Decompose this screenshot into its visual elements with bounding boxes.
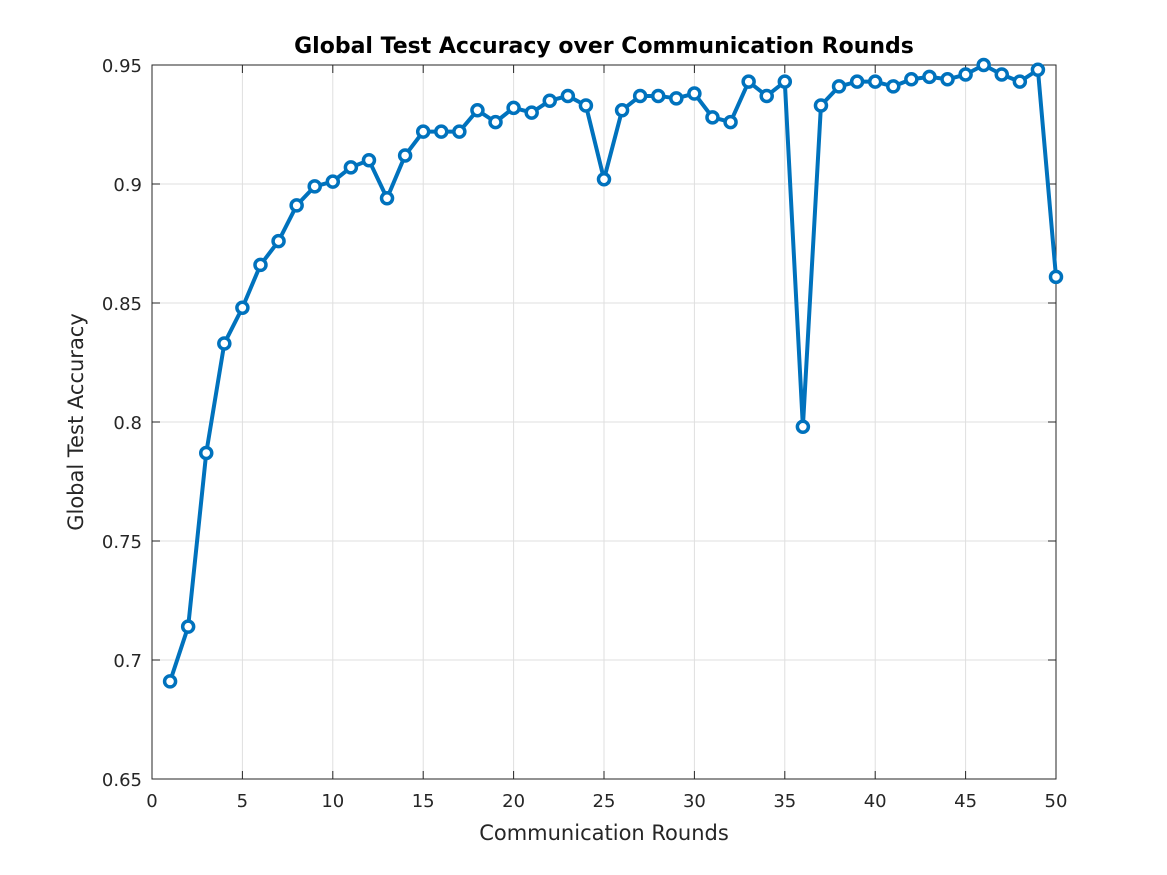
- data-point: [849, 74, 865, 89]
- x-tick-label: 5: [237, 791, 248, 812]
- data-point: [198, 445, 214, 461]
- x-tick-label: 30: [683, 791, 706, 812]
- data-point: [922, 69, 937, 85]
- data-series: [162, 57, 1064, 689]
- data-point: [1030, 62, 1046, 78]
- x-tick-label: 50: [1045, 791, 1068, 812]
- data-point: [1048, 269, 1064, 285]
- data-point: [976, 57, 991, 73]
- y-tick-label: 0.8: [113, 413, 142, 434]
- y-tick-label: 0.75: [102, 532, 142, 553]
- data-point: [904, 72, 919, 87]
- data-point: [560, 88, 576, 104]
- data-point: [723, 114, 738, 130]
- x-tick-label: 15: [412, 791, 435, 812]
- x-tick-label: 40: [864, 791, 887, 812]
- data-point: [831, 79, 847, 94]
- data-point: [217, 336, 232, 351]
- data-point: [470, 102, 485, 118]
- chart-title: Global Test Accuracy over Communication …: [294, 34, 914, 59]
- data-point: [506, 100, 521, 116]
- data-point: [325, 174, 341, 189]
- x-tick-label: 25: [593, 791, 616, 812]
- data-point: [415, 124, 431, 139]
- data-point: [488, 114, 503, 130]
- data-point: [669, 91, 684, 106]
- data-point: [940, 72, 955, 87]
- data-point: [958, 67, 973, 82]
- y-tick-label: 0.95: [102, 56, 142, 77]
- data-point: [813, 98, 829, 113]
- data-point: [596, 171, 612, 187]
- data-point: [578, 98, 594, 113]
- data-point: [614, 102, 630, 118]
- axis-ticks: 0 5 10 15 20 25 30 35 40 45 50 0.65 0.7 0.75 0.8 0.85 0.…: [102, 56, 1068, 812]
- x-tick-label: 45: [954, 791, 977, 812]
- y-tick-label: 0.7: [113, 651, 142, 672]
- data-point: [397, 148, 413, 163]
- data-point: [759, 88, 774, 104]
- x-tick-label: 20: [502, 791, 525, 812]
- data-point: [343, 160, 359, 175]
- data-point: [235, 300, 250, 316]
- data-point: [180, 619, 196, 634]
- x-tick-label: 10: [321, 791, 344, 812]
- data-point: [777, 74, 793, 89]
- data-point: [795, 419, 811, 435]
- data-point: [307, 179, 322, 194]
- data-point: [452, 124, 467, 139]
- data-point: [434, 124, 449, 139]
- data-point: [253, 257, 268, 273]
- x-axis-label: Communication Rounds: [479, 821, 729, 845]
- y-tick-label: 0.85: [102, 294, 142, 315]
- x-tick-label: 0: [146, 791, 157, 812]
- data-point: [994, 67, 1010, 82]
- x-tick-label: 35: [773, 791, 796, 812]
- y-tick-label: 0.9: [113, 175, 142, 196]
- data-point: [271, 233, 286, 249]
- data-point: [1012, 74, 1028, 89]
- data-point: [886, 79, 901, 94]
- data-point: [650, 88, 666, 104]
- data-point: [632, 88, 648, 104]
- data-point: [867, 74, 883, 89]
- data-point: [687, 86, 702, 101]
- data-point: [542, 93, 558, 108]
- data-point: [289, 198, 304, 213]
- y-tick-label: 0.65: [102, 770, 142, 791]
- data-point: [524, 105, 539, 120]
- data-point: [162, 674, 178, 689]
- data-point: [741, 74, 756, 89]
- data-point: [379, 191, 395, 206]
- data-point: [705, 110, 720, 125]
- y-axis-label: Global Test Accuracy: [64, 313, 88, 531]
- data-point: [361, 152, 377, 168]
